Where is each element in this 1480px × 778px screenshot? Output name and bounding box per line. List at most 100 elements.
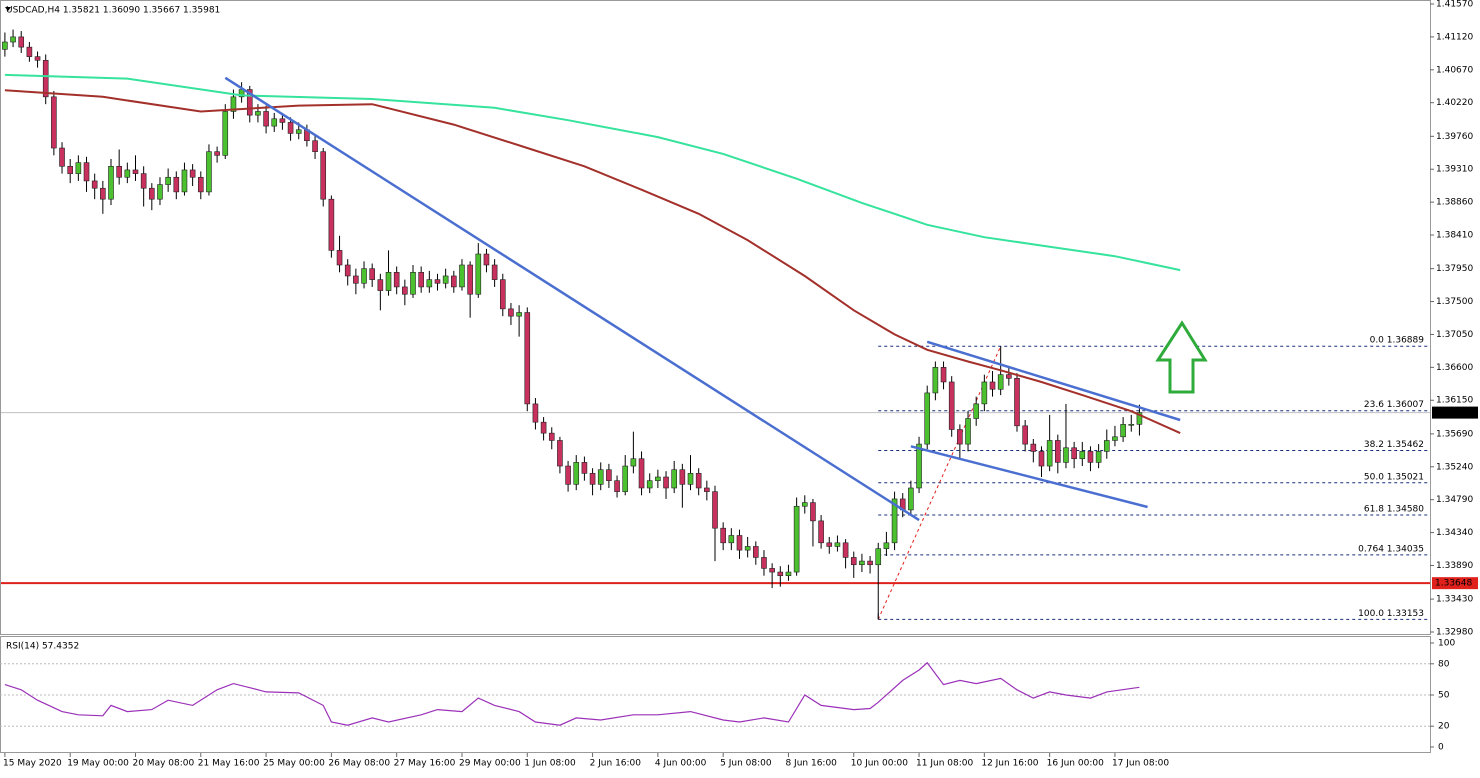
candle-body bbox=[1022, 425, 1028, 445]
candle-body bbox=[361, 268, 367, 284]
x-tick-label: 10 Jun 00:00 bbox=[851, 759, 908, 769]
candle-body bbox=[940, 367, 947, 383]
candle-body bbox=[965, 418, 971, 445]
candle-body bbox=[451, 275, 457, 288]
price-box-label: 1.35981 bbox=[1435, 408, 1472, 418]
candle-body bbox=[883, 542, 890, 549]
candle-body bbox=[1103, 440, 1110, 452]
rsi-line bbox=[4, 661, 1140, 726]
candle-body bbox=[491, 264, 498, 280]
rsi-tick-label: 80 bbox=[1438, 659, 1450, 669]
candle-body bbox=[100, 187, 106, 200]
candle-body bbox=[393, 272, 400, 288]
candle-body bbox=[140, 173, 147, 189]
candle-body bbox=[18, 36, 25, 48]
candle-body bbox=[1079, 451, 1086, 460]
candle-body bbox=[785, 571, 792, 577]
price-panel: 0.0 1.36889 23.6 1.36007 38.2 1.35462 50.0 … bbox=[0, 29, 1430, 620]
y-tick-label: 1.32980 bbox=[1436, 628, 1473, 638]
x-tick-label: 2 Jun 16:00 bbox=[590, 759, 642, 769]
fib-diagonal bbox=[877, 345, 1002, 620]
fib-label: 23.6 1.36007 bbox=[1364, 400, 1424, 410]
candle-body bbox=[1063, 447, 1069, 463]
candle-body bbox=[75, 162, 82, 174]
candle-body bbox=[83, 162, 90, 182]
y-tick-label: 1.34790 bbox=[1436, 495, 1473, 505]
candle-body bbox=[638, 458, 645, 489]
y-tick-label: 1.35240 bbox=[1436, 462, 1473, 472]
moving-average bbox=[4, 73, 1181, 272]
overlay bbox=[1155, 320, 1208, 394]
fib-label: 38.2 1.35462 bbox=[1364, 440, 1424, 450]
candle-body bbox=[181, 169, 188, 193]
rsi-tick-label: 20 bbox=[1438, 722, 1450, 732]
candle-body bbox=[589, 473, 596, 485]
candle-body bbox=[459, 264, 465, 288]
y-tick-label: 1.37950 bbox=[1436, 264, 1473, 274]
candle-body bbox=[483, 253, 490, 266]
chart-header: USDCAD,H4 1.35821 1.36090 1.35667 1.3598… bbox=[6, 6, 220, 16]
candle-body bbox=[524, 312, 531, 405]
y-tick-label: 1.37500 bbox=[1436, 297, 1473, 307]
candle-body bbox=[663, 476, 669, 489]
candle-body bbox=[165, 176, 171, 185]
candle-body bbox=[728, 535, 735, 544]
fib-label: 0.764 1.34035 bbox=[1358, 544, 1424, 554]
candle-body bbox=[646, 480, 653, 489]
candle-body bbox=[704, 487, 710, 492]
candle-body bbox=[769, 568, 775, 573]
trendline bbox=[224, 76, 920, 522]
candle-body bbox=[1136, 412, 1143, 425]
candle-body bbox=[246, 89, 253, 116]
candle-body bbox=[508, 308, 514, 317]
candle-body bbox=[826, 542, 833, 547]
candle-body bbox=[606, 469, 612, 481]
y-tick-label: 1.36600 bbox=[1436, 363, 1473, 373]
candle-body bbox=[442, 275, 449, 284]
candle-body bbox=[467, 264, 473, 295]
x-tick-label: 8 Jun 16:00 bbox=[785, 759, 837, 769]
y-tick-label: 1.35690 bbox=[1436, 429, 1473, 439]
fib-label: 50.0 1.35021 bbox=[1364, 472, 1424, 482]
candle-body bbox=[932, 367, 939, 394]
candle-body bbox=[385, 272, 392, 291]
candle-body bbox=[320, 151, 327, 200]
candle-body bbox=[149, 187, 155, 200]
candle-body bbox=[42, 59, 49, 98]
y-tick-label: 1.33430 bbox=[1436, 595, 1473, 605]
candle-body bbox=[581, 462, 588, 474]
y-tick-label: 1.41570 bbox=[1436, 0, 1473, 10]
x-tick-label: 15 May 2020 bbox=[3, 759, 62, 769]
candle-body bbox=[924, 392, 931, 445]
candle-body bbox=[328, 198, 335, 251]
candle-body bbox=[720, 527, 726, 544]
x-tick-label: 29 May 00:00 bbox=[459, 759, 521, 769]
candle-body bbox=[108, 166, 114, 200]
candle-body bbox=[369, 268, 375, 280]
rsi-tick-label: 100 bbox=[1438, 639, 1455, 649]
candle-body bbox=[695, 473, 702, 489]
candle-body bbox=[777, 571, 784, 577]
candle-body bbox=[295, 129, 302, 134]
candle-body bbox=[810, 502, 816, 522]
candle-body bbox=[2, 41, 8, 50]
x-tick-label: 25 May 00:00 bbox=[263, 759, 325, 769]
candle-body bbox=[540, 421, 547, 434]
y-tick-label: 1.34340 bbox=[1436, 528, 1473, 538]
candle-body bbox=[34, 56, 41, 61]
candle-body bbox=[761, 557, 767, 569]
y-tick-label: 1.41120 bbox=[1436, 32, 1473, 42]
candle-body bbox=[1014, 378, 1020, 427]
price-box bbox=[1432, 406, 1478, 419]
candle-body bbox=[263, 111, 269, 127]
x-tick-label: 17 Jun 08:00 bbox=[1112, 759, 1169, 769]
candle-body bbox=[157, 184, 163, 200]
candle-body bbox=[279, 118, 286, 123]
candle-body bbox=[1120, 424, 1126, 438]
candle-body bbox=[989, 381, 996, 390]
candle-body bbox=[353, 275, 359, 284]
candle-body bbox=[867, 560, 873, 566]
candle-body bbox=[230, 96, 237, 112]
